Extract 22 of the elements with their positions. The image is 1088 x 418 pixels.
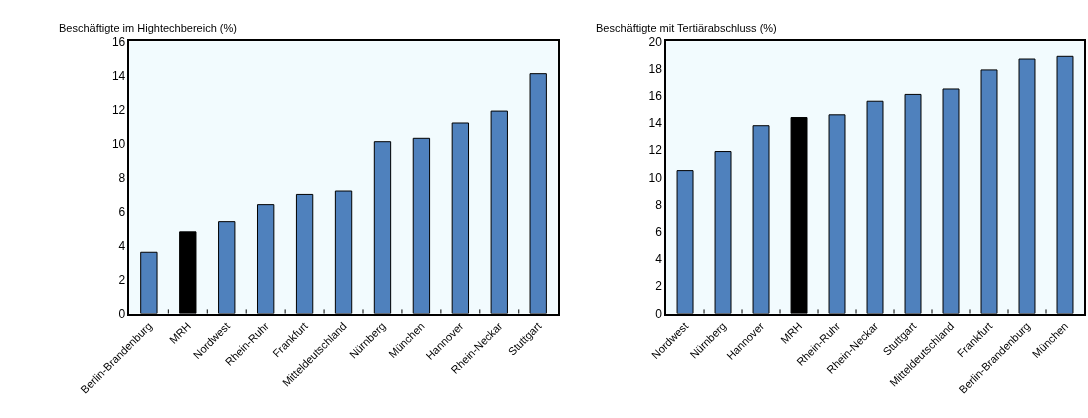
y-tick-label: 6 [118,204,126,219]
y-tick-label: 14 [111,68,126,83]
y-tick-label: 20 [648,34,663,49]
y-tick-label: 16 [648,88,663,103]
y-tick-label: 0 [655,306,663,321]
y-tick-label: 12 [111,102,126,117]
y-tick-label: 2 [655,279,663,294]
y-tick-label: 6 [655,225,663,240]
y-tick-label: 8 [118,170,126,185]
chart-title: Beschäftigte mit Tertiärabschluss (%) [596,22,777,34]
y-tick-label: 4 [118,238,126,253]
y-tick-label: 16 [111,34,126,49]
y-tick-label: 12 [648,143,663,158]
y-tick-label: 18 [648,61,663,76]
y-tick-label: 10 [648,170,663,185]
y-tick-label: 8 [655,197,663,212]
y-tick-label: 4 [655,252,663,267]
y-tick-label: 14 [648,116,663,131]
y-tick-label: 2 [118,272,126,287]
y-tick-label: 10 [111,136,126,151]
chart-title: Beschäftigte im Hightechbereich (%) [59,22,237,34]
y-tick-label: 0 [118,306,126,321]
